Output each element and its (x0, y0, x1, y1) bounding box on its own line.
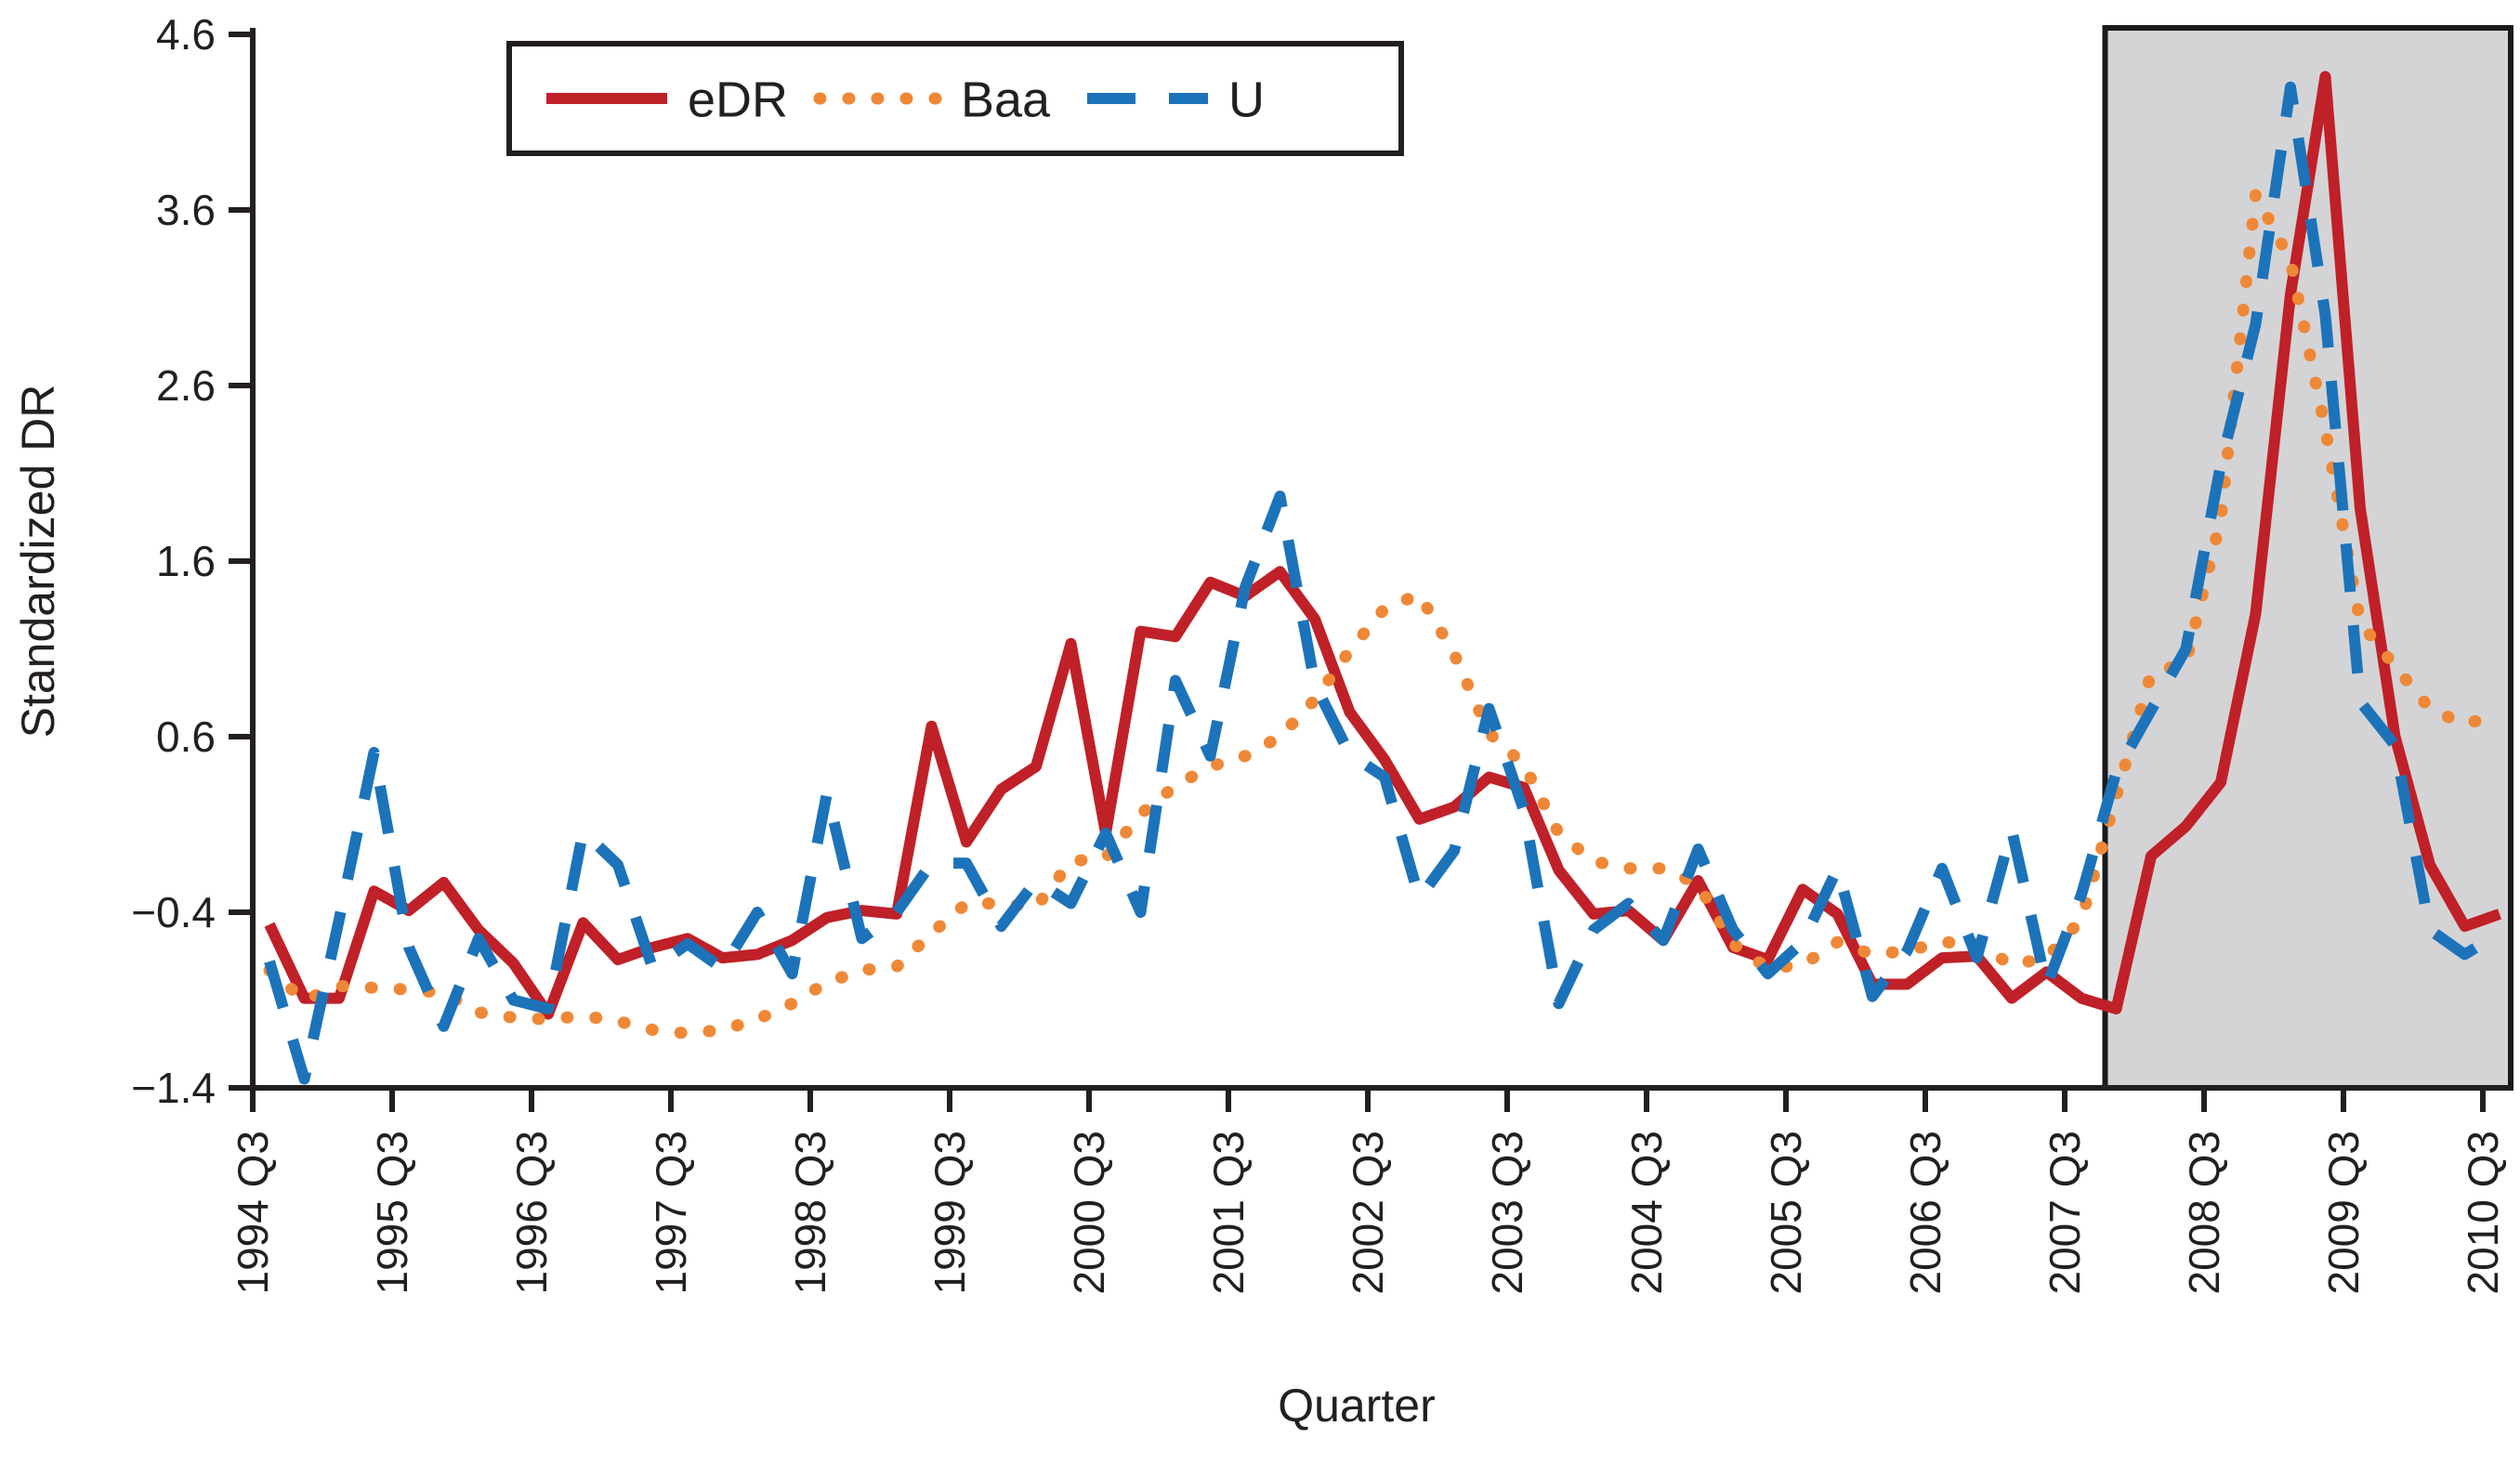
x-tick-label: 2006 Q3 (1901, 1131, 1949, 1294)
y-axis-title: Standardized DR (12, 385, 64, 739)
x-tick-labels: 1994 Q3 1995 Q3 1996 Q3 1997 Q3 1998 Q3 1999 … (229, 1088, 2507, 1294)
series-lines (263, 71, 2506, 1085)
y-tick-label: 3.6 (156, 186, 216, 234)
x-tick-label: 1996 Q3 (507, 1131, 556, 1294)
legend: eDR Baa U (506, 41, 1404, 156)
y-tick-label: 1.6 (156, 537, 216, 585)
x-tick-label: 2003 Q3 (1483, 1131, 1531, 1294)
baa-legend-label: Baa (961, 72, 1051, 127)
y-tick-label: 4.6 (156, 10, 216, 59)
y-tick-label: 0.6 (156, 713, 216, 761)
x-tick-label: 2000 Q3 (1065, 1131, 1113, 1294)
edr-legend-label: eDR (688, 72, 788, 127)
x-tick-label: 2002 Q3 (1344, 1131, 1392, 1294)
y-tick-labels: 4.6 3.6 2.6 1.6 0.6 −0.4 −1.4 (131, 10, 253, 1112)
x-tick-label: 1995 Q3 (368, 1131, 416, 1294)
x-tick-label: 2001 Q3 (1204, 1131, 1253, 1294)
x-tick-label: 1999 Q3 (925, 1131, 974, 1294)
x-tick-label: 1994 Q3 (229, 1131, 277, 1294)
baa-series-line (263, 188, 2506, 1040)
x-axis-title: Quarter (1278, 1380, 1436, 1432)
x-tick-label: 2010 Q3 (2459, 1131, 2507, 1294)
edr-series-line (264, 71, 2501, 1020)
u-legend-label: U (1228, 72, 1265, 127)
y-tick-label: −1.4 (131, 1064, 216, 1112)
x-tick-label: 2009 Q3 (2319, 1131, 2368, 1294)
x-tick-label: 1998 Q3 (786, 1131, 834, 1294)
x-tick-label: 2008 Q3 (2180, 1131, 2228, 1294)
y-tick-label: −0.4 (131, 888, 216, 936)
u-series-line (264, 81, 2503, 1085)
x-tick-label: 2005 Q3 (1762, 1131, 1810, 1294)
x-tick-label: 2004 Q3 (1622, 1131, 1671, 1294)
x-tick-label: 1997 Q3 (647, 1131, 695, 1294)
x-tick-label: 2007 Q3 (2041, 1131, 2089, 1294)
y-tick-label: 2.6 (156, 361, 216, 410)
